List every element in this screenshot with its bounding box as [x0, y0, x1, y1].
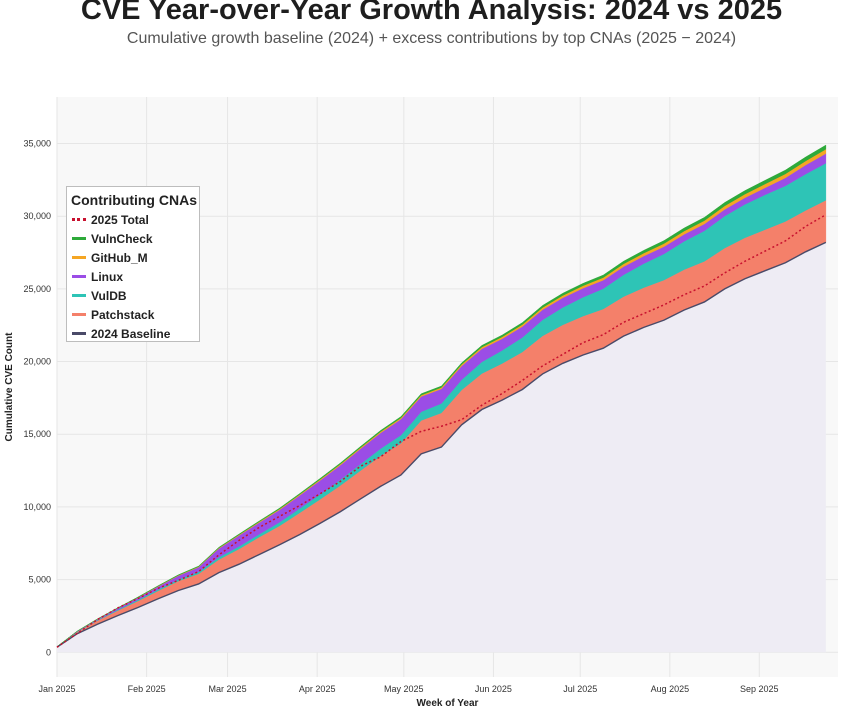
y-axis-label: Cumulative CVE Count: [4, 332, 15, 442]
legend-label: GitHub_M: [91, 250, 148, 265]
legend-swatch: [72, 256, 86, 259]
legend-title: Contributing CNAs: [71, 192, 197, 208]
legend-items: 2025 Total VulnCheck GitHub_M Linux VulDB Pat…: [71, 210, 199, 343]
legend: Contributing CNAs 2025 Total VulnCheck Git…: [66, 186, 200, 342]
x-axis-ticks: Jan 2025 Feb 2025 Mar 2025 Apr 2025 May 2025…: [38, 684, 778, 694]
legend-label: VulDB: [91, 288, 127, 303]
x-tick-label: Jun 2025: [475, 684, 512, 694]
x-tick-label: Mar 2025: [209, 684, 247, 694]
x-tick-label: Feb 2025: [128, 684, 166, 694]
legend-label: VulnCheck: [91, 231, 153, 246]
x-tick-label: Aug 2025: [651, 684, 690, 694]
x-tick-label: Jan 2025: [38, 684, 75, 694]
legend-item: VulnCheck: [71, 229, 199, 248]
y-tick-label: 0: [46, 647, 51, 657]
legend-item: Linux: [71, 267, 199, 286]
legend-label: 2024 Baseline: [91, 326, 171, 341]
legend-item: Patchstack: [71, 305, 199, 324]
total-2025-line: [56, 214, 827, 648]
y-axis-ticks: 0 5,000 10,000 15,000 20,000 25,000 30,000 35,0…: [23, 139, 51, 658]
legend-swatch: [72, 218, 86, 221]
chart-subtitle: Cumulative growth baseline (2024) + exce…: [126, 30, 737, 47]
y-tick-label: 20,000: [23, 357, 51, 367]
legend-swatch: [72, 275, 86, 278]
legend-label: 2025 Total: [91, 212, 149, 227]
y-tick-label: 30,000: [23, 211, 51, 221]
baseline-line: [56, 241, 827, 648]
legend-swatch: [72, 313, 86, 316]
x-tick-label: May 2025: [384, 684, 424, 694]
legend-item: 2024 Baseline: [71, 324, 199, 343]
area-vulncheck: [56, 144, 827, 647]
legend-swatch: [72, 294, 86, 297]
legend-swatch: [72, 332, 86, 335]
x-axis-label: Week of Year: [417, 698, 479, 709]
legend-label: Patchstack: [91, 307, 155, 322]
chart-title: CVE Year-over-Year Growth Analysis: 2024…: [80, 0, 783, 26]
x-tick-label: Apr 2025: [299, 684, 336, 694]
series-lines: [56, 214, 827, 648]
y-tick-label: 15,000: [23, 429, 51, 439]
x-tick-label: Sep 2025: [740, 684, 779, 694]
legend-item: 2025 Total: [71, 210, 199, 229]
y-tick-label: 35,000: [23, 139, 51, 149]
legend-label: Linux: [91, 269, 123, 284]
y-tick-label: 5,000: [28, 575, 51, 585]
x-tick-label: Jul 2025: [563, 684, 597, 694]
legend-item: VulDB: [71, 286, 199, 305]
legend-item: GitHub_M: [71, 248, 199, 267]
legend-swatch: [72, 237, 86, 240]
y-tick-label: 10,000: [23, 502, 51, 512]
y-tick-label: 25,000: [23, 284, 51, 294]
